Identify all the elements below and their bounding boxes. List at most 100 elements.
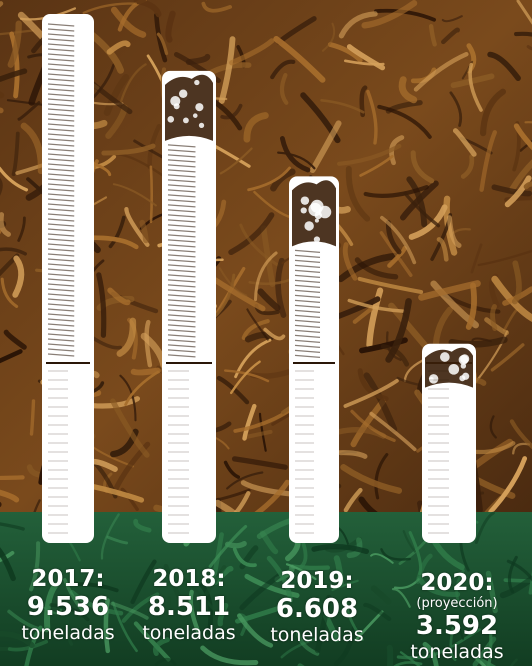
leaf-strand <box>396 649 444 660</box>
unit-label: toneladas <box>410 641 504 663</box>
leaf-strand <box>285 563 317 581</box>
cigarette-hatch <box>47 313 75 317</box>
tobacco-strand <box>108 215 126 249</box>
cigarette-hatch <box>47 208 75 212</box>
leaf-strand <box>399 651 421 666</box>
tobacco-strand <box>218 267 248 297</box>
ash-fleck <box>192 113 198 118</box>
cigarette-hatch <box>167 349 196 353</box>
cigarette-hatch <box>167 339 196 343</box>
cigarette-hatch <box>47 198 75 202</box>
leaf-strand <box>74 582 119 593</box>
leaf-strand <box>151 596 172 619</box>
year-label: 2019: <box>280 568 354 594</box>
tobacco-strand <box>374 8 436 22</box>
leaf-strand <box>370 585 392 605</box>
ash-fleck <box>195 103 204 112</box>
tobacco-strand <box>246 308 269 341</box>
cigarette-hatch <box>294 354 321 359</box>
cigarette-hatch <box>47 238 75 242</box>
cigarette-hatch <box>47 43 75 47</box>
leaf-strand <box>133 621 171 662</box>
tobacco-strand <box>0 277 19 308</box>
cigarette-hatch <box>167 174 196 178</box>
ash-fleck <box>459 375 466 382</box>
tobacco-strand <box>490 304 498 332</box>
tobacco-strand <box>17 101 41 121</box>
cigarette-hatch <box>167 279 196 283</box>
cigarette-hatch <box>47 113 75 117</box>
ash-fleck <box>460 354 470 364</box>
leaf-strand <box>455 569 465 602</box>
tobacco-strand <box>403 359 424 383</box>
tobacco-strand <box>165 10 176 43</box>
tobacco-strand <box>418 280 481 301</box>
tobacco-strand <box>254 251 278 302</box>
tobacco-strand <box>230 360 261 395</box>
tobacco-strand <box>342 242 358 281</box>
ash-fleck <box>304 221 314 231</box>
tobacco-strand <box>185 53 211 66</box>
tobacco-strand <box>253 190 293 219</box>
tobacco-strand <box>357 368 389 402</box>
tobacco-strand <box>477 249 532 267</box>
tobacco-strand <box>406 176 428 228</box>
tobacco-strand <box>321 22 336 52</box>
tobacco-strand <box>228 212 275 256</box>
leaf-strand <box>232 547 257 568</box>
tobacco-strand <box>523 181 532 190</box>
tobacco-strand <box>270 168 296 192</box>
tobacco-strand <box>0 29 34 36</box>
tobacco-strand <box>275 257 287 318</box>
leaf-strand <box>0 522 25 531</box>
cigarette-hatch <box>167 329 196 333</box>
tobacco-strand <box>216 375 250 405</box>
tobacco-strand <box>340 464 403 494</box>
tobacco-strand <box>240 480 293 497</box>
cigarette-hatch <box>167 344 196 348</box>
cigarette-hatch <box>47 83 75 87</box>
leaf-strand <box>402 530 416 553</box>
cigarette-hatch <box>47 98 75 102</box>
cigarette-hatch <box>294 289 321 294</box>
tobacco-strand <box>343 378 399 408</box>
tobacco-strand <box>408 204 448 240</box>
tobacco-strand <box>7 20 22 68</box>
cigarette-hatch <box>167 239 196 243</box>
cigarette-hatch <box>294 304 321 309</box>
ash-fleck <box>173 103 180 110</box>
unit-label: toneladas <box>21 622 115 644</box>
cigarette-hatch <box>47 33 75 37</box>
tobacco-strand <box>460 154 475 179</box>
tobacco-strand <box>149 165 154 224</box>
cigarette-hatch <box>47 298 75 302</box>
leaf-strand <box>296 630 320 656</box>
tobacco-strand <box>139 219 149 244</box>
year-label: 2018: <box>152 566 226 592</box>
ash-fleck <box>300 196 310 205</box>
tobacco-strand <box>452 128 477 157</box>
tobacco-strand <box>107 287 131 306</box>
tobacco-strand <box>380 215 417 265</box>
bar-label-2019: 2019: 6.608 toneladas <box>258 568 376 646</box>
cigarette-body <box>42 14 94 543</box>
cigarette-hatch <box>47 133 75 137</box>
cigarette-hatch <box>294 319 321 324</box>
cigarette-body <box>289 176 339 543</box>
tobacco-strand <box>3 329 27 350</box>
cigarette-hatch <box>47 258 75 262</box>
tobacco-strand <box>103 74 130 116</box>
leaf-strand <box>363 602 392 621</box>
cigarette-hatch <box>47 53 75 57</box>
tobacco-strand <box>490 343 525 372</box>
leaf-strand <box>7 609 49 633</box>
tobacco-strand <box>277 151 316 170</box>
tobacco-strand <box>359 154 394 177</box>
tobacco-strand <box>229 38 275 66</box>
leaf-strand <box>44 582 59 632</box>
cigarette-hatch <box>47 233 75 237</box>
tobacco-strand <box>257 288 281 311</box>
cigarette-hatch <box>47 293 75 297</box>
leaf-strand <box>449 627 457 662</box>
tobacco-strand <box>258 412 267 452</box>
